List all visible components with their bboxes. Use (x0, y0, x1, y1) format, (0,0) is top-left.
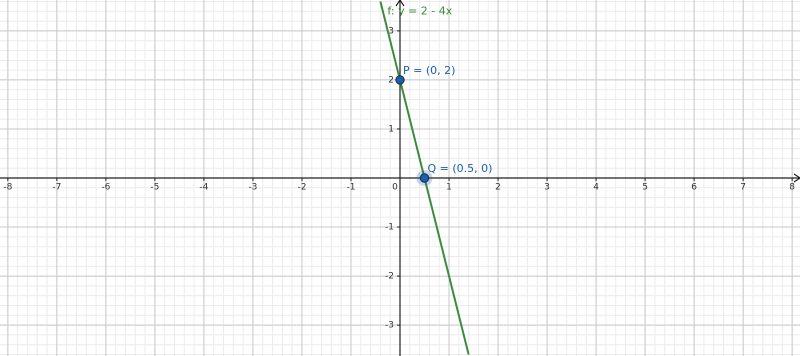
y-tick-label: -2 (385, 272, 394, 282)
plot-area: f: y = 2 - 4x P = (0, 2) Q = (0.5, 0) (379, 1, 493, 355)
x-tick-label: 8 (789, 183, 795, 193)
x-tick-label: 7 (740, 183, 746, 193)
point (395, 75, 405, 85)
x-tick-label: 0 (392, 183, 398, 193)
x-tick-label: -6 (101, 183, 110, 193)
x-tick-label: 3 (544, 183, 550, 193)
x-tick-label: -3 (248, 183, 257, 193)
point-label: P = (0, 2) (403, 64, 455, 77)
y-tick-label: 3 (388, 26, 394, 36)
x-tick-label: 4 (593, 183, 599, 193)
point (419, 173, 430, 183)
point-label: Q = (0.5, 0) (428, 162, 493, 175)
x-tick-label: 1 (446, 183, 452, 193)
y-tick-label: -1 (385, 223, 394, 233)
x-tick-label: -8 (3, 183, 12, 193)
x-tick-label: -5 (150, 183, 159, 193)
y-tick-label: 1 (388, 124, 394, 134)
x-tick-label: -2 (297, 183, 306, 193)
function-label: f: y = 2 - 4x (387, 4, 452, 17)
y-tick-label: 2 (388, 75, 394, 85)
x-axis-arrow (793, 173, 800, 183)
x-tick-label: 2 (495, 183, 501, 193)
x-tick-label: -1 (346, 183, 355, 193)
x-tick-label: 6 (691, 183, 697, 193)
y-tick-label: -3 (385, 321, 394, 331)
x-tick-label: -4 (199, 183, 208, 193)
y-axis-arrow (395, 0, 405, 7)
x-tick-label: 5 (642, 183, 648, 193)
x-tick-label: -7 (52, 183, 61, 193)
